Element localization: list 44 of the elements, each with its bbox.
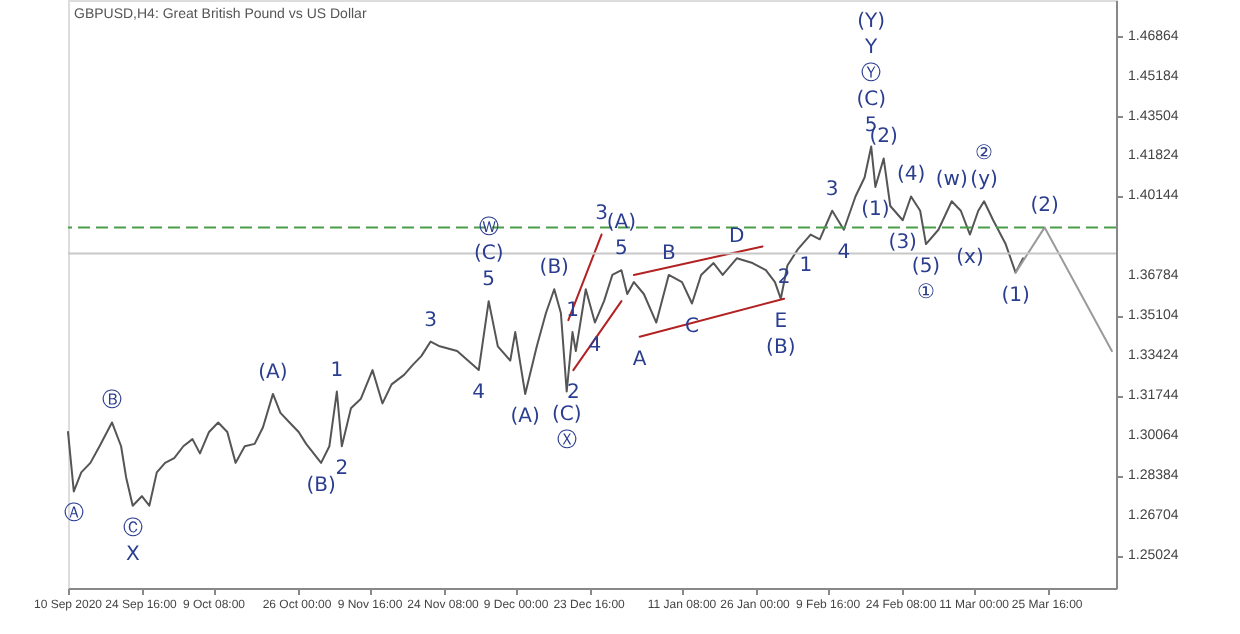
annotation: ① <box>917 282 936 305</box>
annotation: Ⓐ <box>63 501 84 526</box>
annotation: (4) <box>896 164 926 187</box>
annotation: (5) <box>911 256 941 279</box>
annotation: D <box>729 226 746 249</box>
annotation: Ⓒ <box>122 515 143 540</box>
annotation: A <box>632 348 647 371</box>
annotation: (A) <box>606 212 637 235</box>
annotation: (C) <box>856 88 887 111</box>
annotation: (y) <box>970 169 998 192</box>
annotation: 3 <box>424 309 437 332</box>
annotation: 1 <box>799 255 813 278</box>
annotation: (B) <box>306 474 336 497</box>
annotation: 5 <box>482 269 496 292</box>
annotation: (Y) <box>857 10 886 33</box>
annotation: X <box>125 543 140 566</box>
annotation: E <box>774 310 788 333</box>
annotation: 4 <box>472 382 486 405</box>
annotation: (1) <box>1001 284 1030 307</box>
annotation: Y <box>863 36 880 59</box>
annotation: (2) <box>1030 195 1059 218</box>
annotation: Ⓧ <box>556 427 577 452</box>
annotation: 1 <box>330 359 344 382</box>
annotation: (C) <box>551 403 582 426</box>
annotation: (B) <box>539 257 570 280</box>
annotation: (A) <box>258 361 288 384</box>
annotation: (B) <box>766 336 796 359</box>
annotation: (w) <box>935 169 968 192</box>
annotation: Ⓑ <box>101 388 122 413</box>
annotation: (3) <box>888 232 918 255</box>
annotation: ② <box>975 143 994 166</box>
annotation: (A) <box>510 405 541 428</box>
annotation: 3 <box>595 202 608 225</box>
annotation: 4 <box>837 241 851 264</box>
annotation: (x) <box>956 246 984 269</box>
annotation: 2 <box>335 458 349 481</box>
annotation: 5 <box>615 238 628 261</box>
annotation: 3 <box>825 178 839 201</box>
annotation: 2 <box>566 382 580 405</box>
annotation: Ⓨ <box>861 60 882 85</box>
annotation: (1) <box>861 198 890 221</box>
annotation: 4 <box>588 334 602 357</box>
annotation: (C) <box>473 243 504 266</box>
annotation: B <box>661 242 676 265</box>
